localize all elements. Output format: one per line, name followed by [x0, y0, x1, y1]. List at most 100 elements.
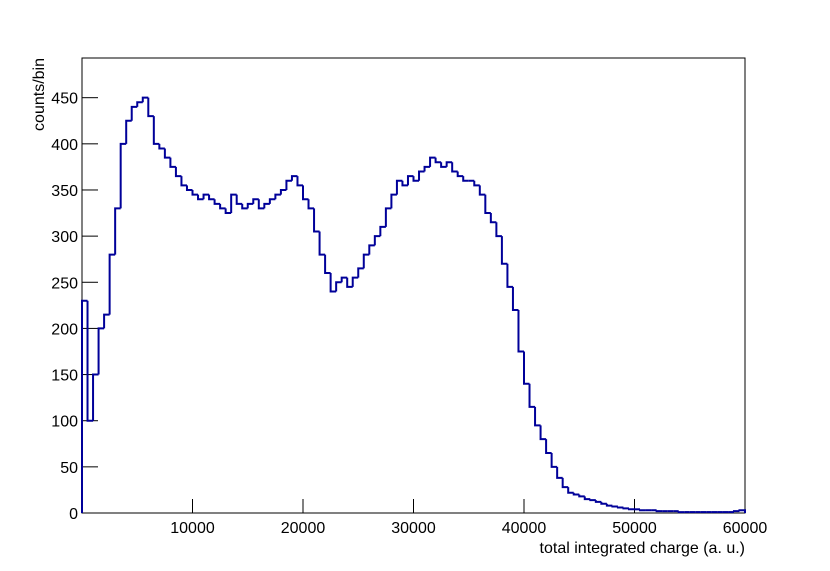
histogram-bin — [252, 198, 259, 204]
histogram-bin — [523, 351, 530, 385]
histogram-bin — [379, 225, 386, 237]
y-tick-label: 300 — [51, 229, 78, 246]
histogram-bin — [506, 263, 513, 288]
histogram-bin — [335, 281, 342, 292]
histogram-bin — [357, 267, 364, 278]
histogram-bin — [473, 180, 480, 187]
histogram-bin — [263, 202, 270, 209]
histogram-bin — [616, 506, 624, 509]
histogram-bin — [219, 203, 226, 210]
histogram-bin — [340, 276, 348, 283]
histogram-bin — [141, 96, 149, 103]
x-axis-label: total integrated charge (a. u.) — [540, 540, 745, 557]
histogram-bin — [362, 253, 370, 269]
histogram-bin — [351, 276, 359, 287]
histogram-bin — [180, 176, 187, 187]
histogram-bin — [484, 194, 491, 215]
histogram-bin — [130, 105, 138, 121]
y-tick-label: 350 — [51, 183, 78, 200]
histogram-bin — [406, 175, 414, 186]
histogram-bin — [318, 231, 326, 256]
histogram-bin — [511, 286, 519, 311]
histogram-bin — [103, 313, 110, 329]
histogram-bin — [230, 193, 237, 214]
histogram-bin — [528, 383, 536, 408]
histogram-bin — [147, 97, 154, 118]
histogram-bin — [307, 199, 315, 210]
histogram-bin — [235, 194, 243, 205]
histogram-bin — [561, 477, 569, 489]
histogram-bin — [202, 193, 210, 200]
histogram-bin — [197, 194, 204, 201]
histogram-bin — [556, 466, 563, 479]
histogram-bin — [594, 500, 602, 503]
histogram-bin — [208, 194, 215, 201]
histogram-bin — [384, 207, 392, 227]
histogram-bin — [185, 185, 193, 191]
histogram-bin — [213, 199, 221, 205]
histogram-bin — [429, 156, 436, 167]
histogram-bin — [86, 300, 94, 422]
histogram-bin — [174, 166, 182, 178]
y-tick-label: 0 — [69, 506, 78, 523]
histogram-bin — [163, 148, 171, 159]
histogram-bin — [539, 425, 547, 441]
histogram-bin — [329, 273, 337, 293]
histogram-bin — [279, 188, 287, 195]
histogram-bin — [324, 254, 331, 275]
y-tick-label: 250 — [51, 275, 78, 292]
histogram-bin — [440, 162, 447, 168]
histogram-bin — [158, 143, 165, 150]
histogram-bin — [296, 176, 303, 187]
histogram-bin — [567, 487, 574, 494]
histogram-bin — [489, 213, 497, 224]
histogram-bin — [495, 222, 502, 238]
histogram-bin — [478, 185, 486, 196]
x-tick-label: 60000 — [723, 520, 768, 537]
histogram-bin — [578, 494, 585, 498]
histogram-bin — [274, 193, 281, 200]
histogram-bin — [500, 236, 508, 265]
y-tick-label: 50 — [60, 460, 78, 477]
histogram-bin — [346, 277, 353, 288]
histogram-bin — [241, 203, 248, 210]
histogram-bin — [600, 501, 607, 505]
histogram-bin — [119, 142, 127, 209]
histogram-bin — [152, 116, 160, 145]
histogram-bin — [732, 510, 740, 513]
histogram-bin — [451, 162, 458, 173]
y-tick-label: 100 — [51, 414, 78, 431]
histogram-bin — [412, 176, 420, 182]
histogram-bin — [517, 309, 524, 353]
histogram-bin — [627, 508, 635, 511]
histogram-bin — [572, 492, 580, 496]
x-tick-label: 30000 — [391, 520, 436, 537]
x-tick-label: 50000 — [612, 520, 657, 537]
histogram-bin — [589, 499, 596, 502]
histogram-bin — [677, 511, 685, 514]
histogram-bin — [655, 510, 663, 513]
histogram-bin — [246, 202, 254, 209]
histogram-bin — [191, 189, 199, 196]
histogram-bin — [418, 170, 425, 181]
histogram-bin — [401, 180, 408, 187]
y-tick-label: 400 — [51, 137, 78, 154]
histogram-bin — [462, 176, 469, 182]
histogram-bin — [738, 509, 746, 513]
histogram-bin — [622, 507, 629, 510]
histogram-bin — [583, 496, 591, 501]
plot-frame — [81, 57, 746, 514]
histogram-bin — [445, 161, 453, 167]
histogram-bin — [81, 299, 88, 513]
histogram-bin — [285, 179, 292, 190]
x-tick-label: 40000 — [502, 520, 547, 537]
histogram-bin — [313, 208, 320, 233]
histogram-bin — [434, 157, 442, 164]
histogram-bin — [92, 373, 99, 421]
histogram-bin — [125, 119, 132, 144]
y-tick-label: 450 — [51, 91, 78, 108]
x-tick-label: 20000 — [281, 520, 326, 537]
histogram-bin — [373, 235, 381, 246]
histogram-bin — [550, 453, 558, 468]
